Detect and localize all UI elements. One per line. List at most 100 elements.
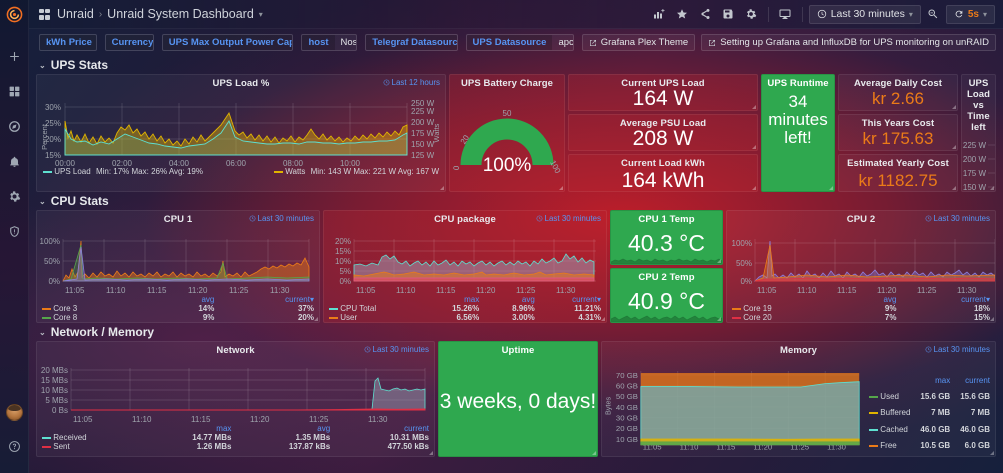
variable-value[interactable]: apcupsd-container▾ bbox=[558, 37, 574, 48]
time-range-picker[interactable]: Last 30 minutes ▾ bbox=[808, 4, 921, 24]
panel-resize-handle[interactable] bbox=[952, 186, 956, 190]
bell-icon[interactable] bbox=[0, 148, 28, 174]
legend-item-core-8[interactable]: Core 8 9% 20% bbox=[37, 313, 319, 322]
panel-resize-handle[interactable] bbox=[717, 259, 721, 263]
panel-resize-handle[interactable] bbox=[952, 145, 956, 149]
cpu-1-plot: 0% 50% 100% 11:05 11:10 11:15 11:20 11:25 11… bbox=[40, 237, 310, 295]
panel-ups-battery-charge[interactable]: UPS Battery Charge 50 20 0 100 100% bbox=[449, 74, 565, 192]
legend-header-current[interactable]: current▾ bbox=[285, 295, 314, 304]
row-header-network-memory[interactable]: ⌄ Network / Memory bbox=[36, 323, 996, 341]
legend-item-watts[interactable]: Watts Min: 143 W Max: 221 W Avg: 167 W bbox=[274, 167, 439, 176]
legend-header-current[interactable]: current bbox=[404, 424, 429, 433]
panel-resize-handle[interactable] bbox=[592, 451, 596, 455]
legend-item-core-3[interactable]: Core 3 14% 37% bbox=[37, 304, 319, 313]
panel-estimated-yearly-cost[interactable]: Estimated Yearly Cost kr 1182.75 bbox=[838, 154, 958, 192]
legend-header-max[interactable]: max bbox=[464, 295, 480, 304]
variable-kwh-price[interactable]: kWh Price 0.65▾ bbox=[39, 34, 97, 51]
panel-resize-handle[interactable] bbox=[559, 186, 563, 190]
panel-resize-handle[interactable] bbox=[829, 186, 833, 190]
panel-resize-handle[interactable] bbox=[952, 105, 956, 109]
legend-item-ups-load[interactable]: UPS Load Min: 17% Max: 26% Avg: 19% bbox=[43, 167, 203, 176]
panel-cpu-1-temp[interactable]: CPU 1 Temp 40.3 °C bbox=[610, 210, 723, 265]
panel-current-load-kwh[interactable]: Current Load kWh 164 kWh bbox=[568, 154, 758, 192]
legend-item-free[interactable]: Free 10.5 GB 6.0 GB bbox=[864, 438, 995, 454]
variable-ups-max-output-power-capacity[interactable]: UPS Max Output Power Capacity (Watt) 865… bbox=[161, 34, 294, 51]
panel-resize-handle[interactable] bbox=[314, 317, 318, 321]
legend-header-row: max current bbox=[864, 372, 995, 388]
panel-average-daily-cost[interactable]: Average Daily Cost kr 2.66 bbox=[838, 74, 958, 111]
panel-current-ups-load[interactable]: Current UPS Load 164 W bbox=[568, 74, 758, 111]
share-icon[interactable] bbox=[695, 4, 716, 25]
panel-network[interactable]: Network Last 30 minutes 0 Bs 5 MBs 10 MBs… bbox=[36, 341, 435, 457]
refresh-picker[interactable]: 5s ▾ bbox=[945, 4, 995, 24]
save-icon[interactable] bbox=[718, 4, 739, 25]
dashboard-link-ups-monitoring-guide[interactable]: Setting up Grafana and InfluxDB for UPS … bbox=[701, 34, 997, 51]
panel-resize-handle[interactable] bbox=[429, 451, 433, 455]
variable-host[interactable]: host Nostromo▾ bbox=[301, 34, 358, 51]
panel-cpu-2-temp[interactable]: CPU 2 Temp 40.9 °C bbox=[610, 268, 723, 323]
panel-average-psu-load[interactable]: Average PSU Load 208 W bbox=[568, 114, 758, 151]
dashboards-icon[interactable] bbox=[0, 78, 28, 104]
legend-item-cpu-total[interactable]: CPU Total 15.26% 8.96% 11.21% bbox=[324, 304, 606, 313]
search-minus-icon[interactable] bbox=[923, 4, 944, 25]
legend-item-cached[interactable]: Cached 46.0 GB 46.0 GB bbox=[864, 421, 995, 437]
variable-ups-datasource[interactable]: UPS Datasource apcupsd-container▾ bbox=[465, 34, 574, 51]
legend-item-core-20[interactable]: Core 20 7% 15% bbox=[727, 313, 995, 322]
gear-icon[interactable] bbox=[0, 183, 28, 209]
legend-item-sent[interactable]: Sent 1.26 MBs 137.87 kBs 477.50 kBs bbox=[37, 442, 434, 451]
breadcrumb-home-link[interactable]: Unraid bbox=[57, 7, 94, 21]
panel-cpu-2[interactable]: CPU 2 Last 30 minutes 0% 50% 100% 11:05 1… bbox=[726, 210, 996, 323]
panel-cpu-package[interactable]: CPU package Last 30 minutes 0% 5% 10% 15% … bbox=[323, 210, 607, 323]
plus-icon[interactable] bbox=[0, 43, 28, 69]
legend-header-current[interactable]: current bbox=[965, 375, 990, 385]
panel-resize-handle[interactable] bbox=[990, 317, 994, 321]
gear-icon[interactable] bbox=[741, 4, 762, 25]
variable-telegraf-datasource[interactable]: Telegraf Datasource Telegraf▾ bbox=[365, 34, 458, 51]
compass-icon[interactable] bbox=[0, 113, 28, 139]
legend-item-buffered[interactable]: Buffered 7 MB 7 MB bbox=[864, 405, 995, 421]
panel-ups-load-vs-time-left[interactable]: UPS Load vs Time left 225 W 200 W 175 W … bbox=[961, 74, 996, 192]
legend-header-max[interactable]: max bbox=[216, 424, 232, 433]
legend-header-current[interactable]: current▾ bbox=[572, 295, 601, 304]
panel-ups-runtime[interactable]: UPS Runtime 34 minutes left! bbox=[761, 74, 835, 192]
panel-cpu-1[interactable]: CPU 1 Last 30 minutes 0% 50% 100% 11:05 1… bbox=[36, 210, 320, 323]
panel-resize-handle[interactable] bbox=[752, 105, 756, 109]
row-header-cpu-stats[interactable]: ⌄ CPU Stats bbox=[36, 192, 996, 210]
panel-ups-load-percent[interactable]: UPS Load % Last 12 hours 15% 20% 25% 30%… bbox=[36, 74, 446, 192]
panel-resize-handle[interactable] bbox=[990, 451, 994, 455]
panel-title: CPU package bbox=[434, 214, 496, 225]
add-panel-icon[interactable] bbox=[649, 4, 670, 25]
dashboard-link-grafana-plex-theme[interactable]: Grafana Plex Theme bbox=[581, 34, 696, 51]
grafana-logo-icon[interactable] bbox=[0, 0, 28, 29]
help-icon[interactable] bbox=[0, 433, 29, 459]
legend-item-core-19[interactable]: Core 19 9% 18% bbox=[727, 304, 995, 313]
row-header-ups-stats[interactable]: ⌄ UPS Stats bbox=[36, 56, 996, 74]
panel-resize-handle[interactable] bbox=[440, 186, 444, 190]
svg-text:11:25: 11:25 bbox=[917, 286, 937, 295]
legend-item-received[interactable]: Received 14.77 MBs 1.35 MBs 10.31 MBs bbox=[37, 433, 434, 442]
panel-this-years-cost[interactable]: This Years Cost kr 175.63 bbox=[838, 114, 958, 151]
legend-header-avg[interactable]: avg bbox=[883, 295, 897, 304]
legend-header-max[interactable]: max bbox=[935, 375, 951, 385]
legend-item-used[interactable]: Used 15.6 GB 15.6 GB bbox=[864, 388, 995, 404]
panel-resize-handle[interactable] bbox=[752, 145, 756, 149]
variable-value[interactable]: Nostromo▾ bbox=[340, 37, 358, 48]
panel-uptime[interactable]: Uptime 3 weeks, 0 days! bbox=[438, 341, 598, 457]
variable-currency[interactable]: Currency kr▾ bbox=[104, 34, 154, 51]
panel-resize-handle[interactable] bbox=[990, 186, 994, 190]
legend-header-avg[interactable]: avg bbox=[201, 295, 215, 304]
panel-resize-handle[interactable] bbox=[601, 317, 605, 321]
shield-icon[interactable] bbox=[0, 218, 28, 244]
panel-memory[interactable]: Memory Last 30 minutes 10 GB 20 GB 30 GB 4… bbox=[601, 341, 996, 457]
tv-icon[interactable] bbox=[775, 4, 796, 25]
legend-header-avg[interactable]: avg bbox=[317, 424, 331, 433]
panel-resize-handle[interactable] bbox=[717, 317, 721, 321]
panel-resize-handle[interactable] bbox=[752, 186, 756, 190]
avatar[interactable] bbox=[0, 399, 29, 425]
legend-header-current[interactable]: current▾ bbox=[961, 295, 990, 304]
legend-item-user[interactable]: User 6.56% 3.00% 4.31% bbox=[324, 313, 606, 322]
page-title[interactable]: Unraid System Dashboard bbox=[107, 7, 254, 21]
star-icon[interactable] bbox=[672, 4, 693, 25]
chevron-down-icon[interactable]: ▾ bbox=[258, 9, 263, 19]
legend-header-avg[interactable]: avg bbox=[521, 295, 535, 304]
